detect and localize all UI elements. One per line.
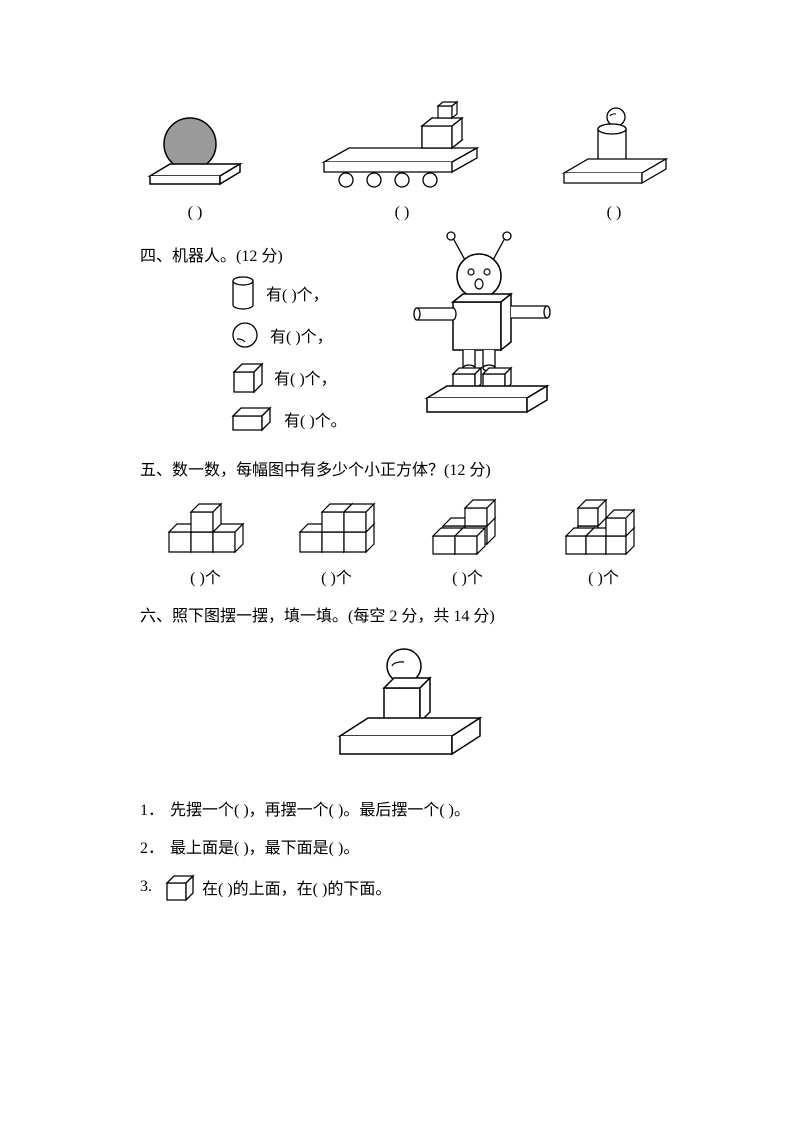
sphere-on-slab-icon <box>140 110 250 200</box>
blank-paren-1: ( ) <box>188 204 203 222</box>
q6-num-3: 3. <box>140 878 152 896</box>
cylinder-icon <box>230 275 256 311</box>
q6-title: 六、照下图摆一摆，填一填。(每空 2 分，共 14 分) <box>140 602 674 626</box>
q5-fig-1: ( )个 <box>161 496 251 588</box>
cube-stack-3-icon <box>423 496 513 556</box>
top-figure-row: ( ) <box>140 100 674 222</box>
q5-label-4: ( )个 <box>588 564 619 588</box>
question-4: 四、机器人。(12 分) 有( )个， 有( )个， <box>140 228 674 442</box>
q6-line-2: 2． 最上面是( )，最下面是( )。 <box>140 834 674 858</box>
q4-cube-text: 有( )个， <box>274 365 337 389</box>
q6-text-1: 先摆一个( )，再摆一个( )。最后摆一个( )。 <box>170 796 470 820</box>
q6-figure <box>140 644 674 774</box>
cart-icon <box>312 100 492 200</box>
q5-label-2: ( )个 <box>321 564 352 588</box>
q6-line-1: 1． 先摆一个( )，再摆一个( )。最后摆一个( )。 <box>140 796 674 820</box>
blank-paren-3: ( ) <box>607 204 622 222</box>
q4-line-sphere: 有( )个， <box>230 316 347 354</box>
q5-fig-3: ( )个 <box>423 496 513 588</box>
q5-label-1: ( )个 <box>190 564 221 588</box>
q5-fig-2: ( )个 <box>292 496 382 588</box>
sphere-icon <box>230 320 260 350</box>
q4-cuboid-text: 有( )个。 <box>284 407 347 431</box>
blank-paren-2: ( ) <box>395 204 410 222</box>
figure-cart: ( ) <box>312 100 492 222</box>
robot-icon <box>387 228 577 428</box>
q5-fig-4: ( )个 <box>554 496 654 588</box>
q5-title: 五、数一数，每幅图中有多少个小正方体？(12 分) <box>140 456 674 480</box>
q4-line-cuboid: 有( )个。 <box>230 400 347 438</box>
stack-sphere-cube-slab-icon <box>312 644 502 774</box>
q6-text-2: 最上面是( )，最下面是( )。 <box>170 834 359 858</box>
worksheet-page: ( ) <box>0 0 794 976</box>
q5-row: ( )个 ( )个 <box>140 496 674 588</box>
cube-icon <box>230 360 264 394</box>
q5-label-3: ( )个 <box>452 564 483 588</box>
cube-stack-4-icon <box>554 496 654 556</box>
q6-num-1: 1． <box>140 796 164 820</box>
q6-text-3: 在( )的上面，在( )的下面。 <box>202 875 391 899</box>
q4-sphere-text: 有( )个， <box>270 323 333 347</box>
cuboid-icon <box>230 406 274 432</box>
cube-stack-2-icon <box>292 496 382 556</box>
q4-title: 四、机器人。(12 分) <box>140 242 347 266</box>
q4-line-cylinder: 有( )个， <box>230 274 347 312</box>
figure-cylinder-sphere-slab: ( ) <box>554 105 674 222</box>
figure-sphere-on-slab: ( ) <box>140 110 250 222</box>
q6-num-2: 2． <box>140 834 164 858</box>
cube-stack-1-icon <box>161 496 251 556</box>
cylinder-sphere-slab-icon <box>554 105 674 200</box>
cube-icon <box>164 872 196 902</box>
q4-line-cube: 有( )个， <box>230 358 347 396</box>
q6-line-3: 3. 在( )的上面，在( )的下面。 <box>140 872 674 902</box>
q4-cylinder-text: 有( )个， <box>266 281 329 305</box>
